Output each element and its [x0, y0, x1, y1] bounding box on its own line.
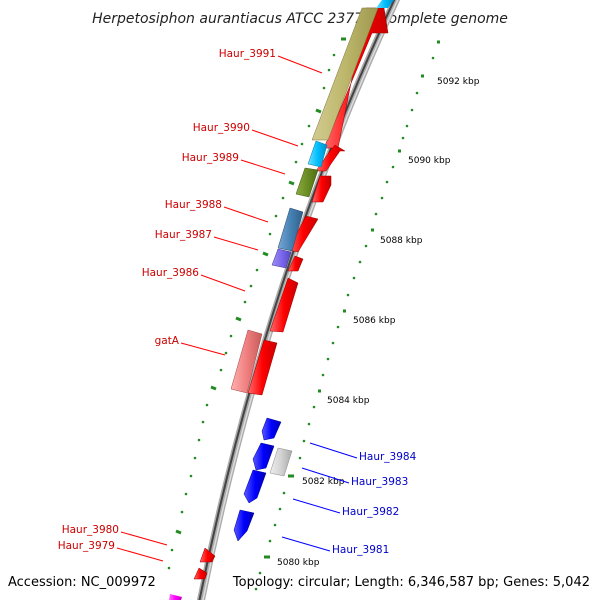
gene-label[interactable]: Haur_3981	[332, 544, 389, 556]
feature-block[interactable]	[307, 140, 328, 168]
gene-arrow[interactable]	[243, 469, 267, 504]
forward-cds-track	[193, 7, 389, 580]
gene-label[interactable]: Haur_3979	[58, 540, 115, 552]
feature-block[interactable]	[311, 7, 379, 141]
gene-label[interactable]: Haur_3986	[142, 267, 200, 279]
gene-arrow[interactable]	[269, 277, 299, 333]
feature-block[interactable]	[271, 248, 292, 269]
gene-label[interactable]: Haur_3990	[193, 122, 250, 134]
kbp-label: 5092 kbp	[437, 77, 480, 87]
gene-arrow[interactable]	[311, 175, 332, 203]
feature-block[interactable]	[277, 207, 304, 252]
kbp-label: 5080 kbp	[277, 558, 320, 568]
feature-block[interactable]	[169, 594, 182, 600]
gene-arrow[interactable]	[199, 547, 216, 563]
left-gene-labels: Haur_3991 Haur_3990 Haur_3989 Haur_3988 …	[58, 48, 323, 562]
gene-arrow[interactable]	[315, 144, 346, 172]
gene-label[interactable]: Haur_3984	[359, 451, 417, 463]
gene-arrow[interactable]	[233, 509, 255, 542]
feature-block[interactable]	[230, 329, 263, 394]
kbp-labels: 5092 kbp 5090 kbp 5088 kbp 5086 kbp 5084…	[277, 77, 480, 568]
right-gene-labels: Haur_3984 Haur_3983 Haur_3982 Haur_3981	[281, 442, 417, 556]
map-title: Herpetosiphon aurantiacus ATCC 23779, co…	[92, 11, 508, 27]
gene-arrow[interactable]	[287, 255, 304, 272]
cog-feature-track	[169, 0, 394, 600]
gene-arrow[interactable]	[247, 339, 278, 396]
gene-arrow[interactable]	[261, 417, 282, 441]
kbp-label: 5086 kbp	[353, 316, 396, 326]
gene-label[interactable]: Haur_3989	[182, 152, 239, 164]
kbp-label: 5084 kbp	[327, 396, 370, 406]
feature-block[interactable]	[376, 0, 394, 8]
kbp-label: 5090 kbp	[408, 156, 451, 166]
gene-label[interactable]: Haur_3983	[351, 476, 408, 488]
gene-label[interactable]: Haur_3991	[219, 48, 276, 60]
gene-arrow[interactable]	[193, 567, 208, 580]
gene-label[interactable]: Haur_3982	[342, 506, 399, 518]
feature-block[interactable]	[295, 167, 319, 198]
topology-text: Topology: circular; Length: 6,346,587 bp…	[232, 575, 590, 590]
gene-arrow[interactable]	[252, 442, 275, 471]
gene-label[interactable]: Haur_3988	[165, 199, 222, 211]
gene-label[interactable]: Haur_3980	[62, 524, 119, 536]
gene-label[interactable]: gatA	[155, 335, 180, 347]
accession-text: Accession: NC_009972	[8, 575, 156, 590]
reverse-cds-track	[233, 417, 282, 542]
gene-label[interactable]: Haur_3987	[155, 229, 212, 241]
kbp-label: 5082 kbp	[302, 477, 345, 487]
outer-tick-track	[254, 40, 440, 591]
feature-block[interactable]	[269, 447, 293, 477]
kbp-label: 5088 kbp	[380, 236, 423, 246]
inner-tick-track	[167, 37, 346, 570]
